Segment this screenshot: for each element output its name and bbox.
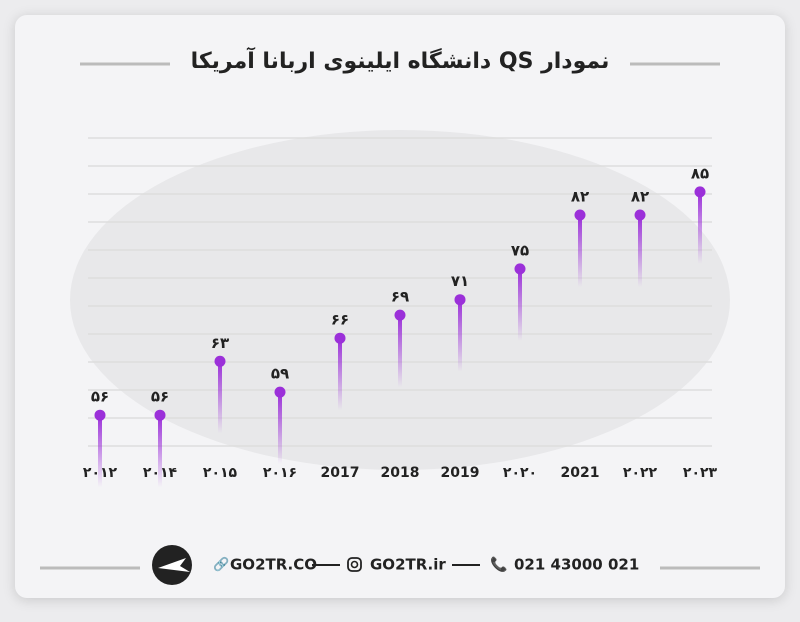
logo-plane [158, 558, 190, 572]
x-tick-label: 2021 [561, 465, 600, 481]
x-tick-label: ۲۰۱۵ [203, 465, 238, 481]
chart-title: نمودار QS دانشگاه ایلینوی اربانا آمریکا [191, 46, 610, 74]
value-label: ۵۶ [91, 388, 109, 406]
x-tick-label: ۲۰۲۰ [503, 465, 537, 481]
stem [338, 338, 342, 411]
dot [154, 409, 166, 421]
phone-icon: 📞 [490, 555, 508, 573]
stem [398, 315, 402, 388]
stem [278, 392, 282, 465]
value-label: ۷۵ [511, 241, 529, 259]
stem [578, 215, 582, 287]
dot [394, 309, 406, 321]
instagram-icon-lens [350, 560, 359, 569]
value-label: ۸۵ [691, 164, 709, 182]
footer: 🔗 GO2TR.CO GO2TR.ir 📞 021 43000 021 [40, 545, 760, 585]
stem [158, 415, 162, 488]
dot [694, 186, 706, 198]
value-label: ۶۹ [391, 288, 409, 306]
dot [454, 294, 466, 306]
dot [574, 209, 586, 221]
dot [214, 355, 226, 367]
dot [94, 409, 106, 421]
map-backdrop [70, 130, 730, 470]
value-label: ۶۳ [211, 334, 229, 352]
stem [518, 268, 522, 341]
x-tick-label: ۲۰۲۳ [683, 465, 718, 481]
x-tick-label: ۲۰۲۲ [623, 465, 658, 481]
stem [638, 215, 642, 287]
stem [218, 361, 222, 434]
stem [458, 299, 462, 372]
dot [514, 263, 526, 275]
x-tick-label: 2017 [321, 465, 360, 481]
dot [634, 209, 646, 221]
value-label: ۶۶ [331, 311, 349, 329]
stem [698, 191, 702, 264]
x-tick-label: 2019 [441, 465, 480, 481]
value-label: ۵۶ [151, 388, 169, 406]
value-label: ۸۲ [631, 188, 649, 206]
instagram-icon [347, 557, 362, 572]
website: GO2TR.CO [230, 556, 317, 574]
value-label: ۵۹ [271, 365, 289, 383]
x-tick-label: ۲۰۱۶ [263, 465, 297, 481]
x-tick-label: 2018 [381, 465, 420, 481]
dot [274, 386, 286, 398]
value-label: ۸۲ [571, 188, 589, 206]
link-icon: 🔗 [213, 556, 229, 573]
stem [98, 415, 102, 488]
instagram: GO2TR.ir [370, 556, 446, 574]
dot [334, 332, 346, 344]
value-label: ۷۱ [451, 272, 469, 290]
phone: 021 43000 021 [514, 556, 639, 574]
